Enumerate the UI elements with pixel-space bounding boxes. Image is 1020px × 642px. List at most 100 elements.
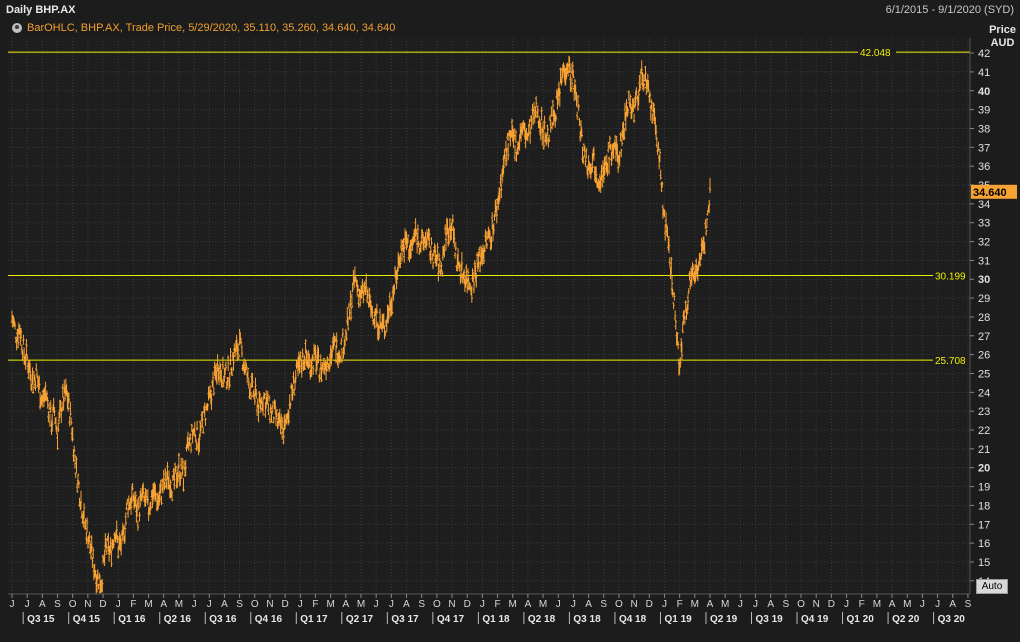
- y-tick-label: 31: [978, 255, 990, 267]
- quarter-label: Q4 15: [73, 614, 101, 625]
- quarter-label: Q1 17: [300, 614, 328, 625]
- y-tick-label: 24: [978, 387, 990, 399]
- month-label: A: [160, 599, 167, 610]
- y-tick-label: 16: [978, 538, 990, 550]
- quarter-label: Q3 16: [209, 614, 237, 625]
- axis-unit-price: Price: [989, 24, 1016, 36]
- y-tick-label: 29: [978, 293, 990, 305]
- y-tick-label: 23: [978, 406, 990, 418]
- y-tick-label: 19: [978, 482, 990, 494]
- month-label: O: [615, 599, 623, 610]
- y-tick-label: 28: [978, 312, 990, 324]
- month-label: O: [433, 599, 441, 610]
- horizontal-line-label-bg: [858, 46, 896, 59]
- plot-area: [8, 38, 970, 594]
- y-tick-label: 17: [978, 519, 990, 531]
- series-settings-icon[interactable]: [12, 23, 22, 33]
- month-label: J: [662, 599, 667, 610]
- month-label: N: [630, 599, 637, 610]
- horizontal-lines[interactable]: 42.048 30.199 25.708: [8, 46, 971, 367]
- month-label: A: [525, 599, 532, 610]
- month-label: A: [767, 599, 774, 610]
- month-label: J: [556, 599, 561, 610]
- quarter-label: Q1 19: [664, 614, 692, 625]
- month-label: J: [935, 599, 940, 610]
- quarter-label: Q2 18: [528, 614, 556, 625]
- quarter-label: Q2 16: [164, 614, 192, 625]
- horizontal-line-label: 25.708: [935, 356, 966, 367]
- month-label: O: [251, 599, 259, 610]
- month-label: F: [494, 599, 500, 610]
- month-label: M: [721, 599, 729, 610]
- horizontal-line-label-bg: [933, 269, 971, 282]
- y-tick-label: 27: [978, 331, 990, 343]
- month-label: M: [175, 599, 183, 610]
- month-label: O: [69, 599, 77, 610]
- y-tick-label: 38: [978, 123, 990, 135]
- y-tick-label: 25: [978, 368, 990, 380]
- month-label: F: [312, 599, 318, 610]
- month-label: J: [192, 599, 197, 610]
- price-series: [10, 55, 712, 595]
- month-label: N: [266, 599, 273, 610]
- month-label: D: [282, 599, 289, 610]
- month-label: S: [418, 599, 425, 610]
- month-label: J: [480, 599, 485, 610]
- quarter-label: Q3 15: [27, 614, 55, 625]
- month-label: D: [99, 599, 106, 610]
- month-label: F: [677, 599, 683, 610]
- y-tick-label: 22: [978, 425, 990, 437]
- quarter-label: Q2 20: [892, 614, 920, 625]
- y-tick-label: 42: [978, 48, 990, 60]
- month-label: J: [753, 599, 758, 610]
- month-label: J: [298, 599, 303, 610]
- quarter-label: Q1 16: [118, 614, 146, 625]
- month-label: M: [357, 599, 365, 610]
- last-price-marker: 34.640: [971, 184, 1017, 199]
- month-label: M: [144, 599, 152, 610]
- month-label: M: [691, 599, 699, 610]
- quarter-label: Q1 18: [482, 614, 510, 625]
- month-label: J: [25, 599, 30, 610]
- month-label: S: [54, 599, 61, 610]
- quarter-label: Q4 16: [255, 614, 283, 625]
- month-label: M: [539, 599, 547, 610]
- y-tick-label: 30: [978, 274, 990, 286]
- month-label: N: [84, 599, 91, 610]
- y-tick-label: 15: [978, 557, 990, 569]
- month-label: O: [797, 599, 805, 610]
- auto-scale-button[interactable]: Auto: [976, 579, 1008, 594]
- month-label: M: [509, 599, 517, 610]
- month-label: A: [707, 599, 714, 610]
- month-label: J: [571, 599, 576, 610]
- month-label: M: [326, 599, 334, 610]
- month-label: F: [859, 599, 865, 610]
- month-label: F: [130, 599, 136, 610]
- date-range: 6/1/2015 - 9/1/2020 (SYD): [885, 4, 1014, 16]
- month-label: S: [965, 599, 972, 610]
- month-label: J: [844, 599, 849, 610]
- quarter-label: Q3 17: [391, 614, 419, 625]
- month-label: A: [889, 599, 896, 610]
- month-label: D: [646, 599, 653, 610]
- month-label: J: [10, 599, 15, 610]
- series-legend[interactable]: BarOHLC, BHP.AX, Trade Price, 5/29/2020,…: [12, 22, 395, 34]
- month-label: A: [585, 599, 592, 610]
- legend-text: BarOHLC, BHP.AX, Trade Price, 5/29/2020,…: [27, 22, 396, 34]
- month-label: J: [116, 599, 121, 610]
- axis-unit: Price AUD: [989, 24, 1016, 50]
- y-tick-label: 40: [978, 86, 990, 98]
- month-label: D: [828, 599, 835, 610]
- month-label: M: [903, 599, 911, 610]
- quarter-label: Q4 18: [619, 614, 647, 625]
- y-tick-label: 18: [978, 500, 990, 512]
- horizontal-line-label: 30.199: [935, 271, 966, 282]
- y-tick-label: 26: [978, 350, 990, 362]
- month-label: A: [342, 599, 349, 610]
- month-label: J: [374, 599, 379, 610]
- month-label: J: [920, 599, 925, 610]
- chart-title: Daily BHP.AX: [6, 4, 76, 16]
- month-label: N: [813, 599, 820, 610]
